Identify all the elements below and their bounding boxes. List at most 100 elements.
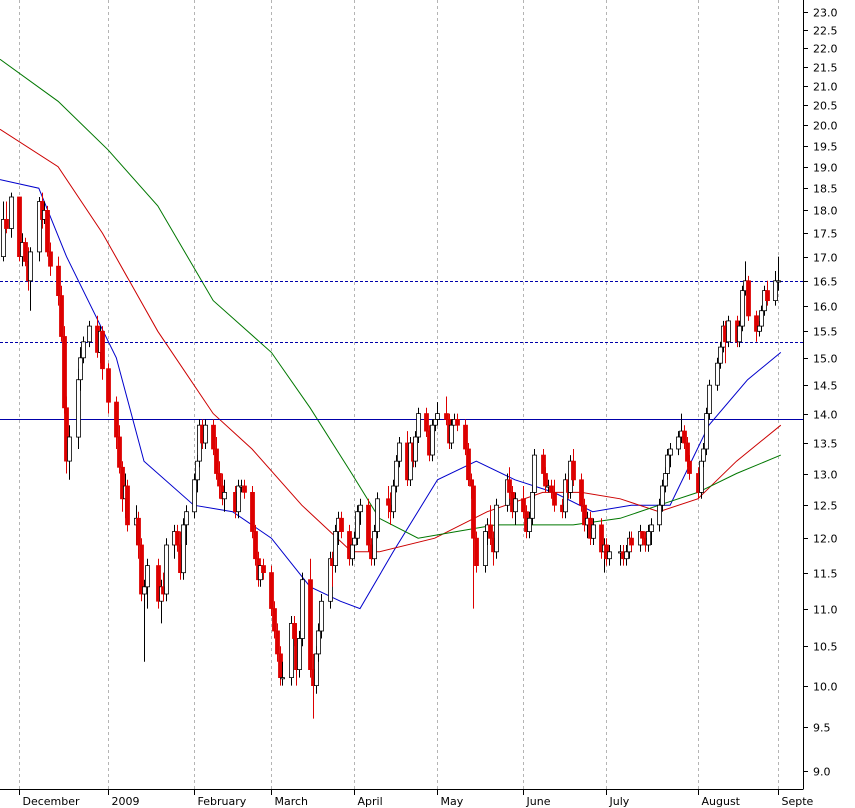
candle-body xyxy=(64,407,69,462)
y-tick-label-7: 19.5 xyxy=(813,141,838,154)
candle-20 xyxy=(81,336,86,364)
x-tick-label-8: August xyxy=(702,795,741,808)
candle-73 xyxy=(300,572,305,647)
candle-body xyxy=(397,442,402,462)
candle-43 xyxy=(181,518,186,580)
candle-body xyxy=(469,479,474,487)
candle-92 xyxy=(375,492,380,539)
candle-body xyxy=(372,531,377,560)
candle-body xyxy=(563,479,568,513)
candle-body xyxy=(765,290,770,302)
candle-182 xyxy=(737,320,742,348)
candle-body xyxy=(687,460,692,474)
candle-body xyxy=(513,498,518,513)
candle-body xyxy=(222,491,227,500)
candle-127 xyxy=(521,486,526,519)
candle-32 xyxy=(136,511,141,559)
candle-body xyxy=(776,280,781,283)
candle-body xyxy=(582,504,587,526)
candle-0 xyxy=(1,201,6,262)
candle-24 xyxy=(100,326,105,380)
candle-body xyxy=(701,448,706,462)
candle-body xyxy=(375,498,380,532)
candle-body xyxy=(195,460,200,481)
candle-body xyxy=(184,511,189,526)
candle-14 xyxy=(59,285,64,342)
candle-body xyxy=(292,623,297,639)
candle-body xyxy=(483,531,488,566)
candle-161 xyxy=(657,498,662,532)
candle-body xyxy=(685,442,690,462)
candle-body xyxy=(76,379,81,438)
x-tick-label-1: 2009 xyxy=(112,795,140,808)
candle-body xyxy=(435,413,440,420)
candle-body xyxy=(117,436,122,468)
candle-159 xyxy=(646,524,651,552)
candle-124 xyxy=(507,467,512,499)
candle-45 xyxy=(192,473,197,519)
y-tick-label-23: 11.5 xyxy=(813,568,838,581)
candle-body xyxy=(624,551,629,560)
candle-174 xyxy=(704,407,709,456)
candle-69 xyxy=(289,616,294,686)
candle-body xyxy=(413,436,418,462)
candle-175 xyxy=(707,379,712,420)
candle-body xyxy=(740,290,745,327)
candle-26 xyxy=(114,396,119,449)
y-tick-label-2: 22.0 xyxy=(813,43,838,56)
candle-body xyxy=(668,448,673,456)
candle-body xyxy=(449,424,454,444)
candle-body xyxy=(37,201,42,253)
candle-body xyxy=(236,485,241,513)
candle-81 xyxy=(333,524,338,573)
candle-body xyxy=(657,504,662,526)
candle-170 xyxy=(687,455,692,480)
candle-body xyxy=(81,341,86,359)
candle-body xyxy=(120,466,125,500)
candle-body xyxy=(139,544,144,595)
candle-173 xyxy=(701,443,706,468)
y-tick-label-26: 10.0 xyxy=(813,681,838,694)
candle-body xyxy=(746,280,751,317)
candle-body xyxy=(145,565,150,588)
candle-body xyxy=(543,473,548,487)
candle-87 xyxy=(355,505,360,545)
y-tick-label-15: 15.5 xyxy=(813,326,838,339)
y-tick-label-0: 23.0 xyxy=(813,7,838,20)
candle-body xyxy=(433,418,438,426)
candle-183 xyxy=(740,285,745,332)
y-tick-label-12: 17.0 xyxy=(813,252,838,265)
candle-body xyxy=(591,524,596,539)
moving-average-0 xyxy=(0,179,782,610)
candle-12 xyxy=(48,242,53,276)
candle-body xyxy=(416,413,421,438)
x-tick-label-2: February xyxy=(198,795,247,808)
x-tick-label-9: Septe xyxy=(782,795,814,808)
candle-162 xyxy=(660,479,665,512)
candle-63 xyxy=(261,558,266,580)
candle-2 xyxy=(9,192,14,238)
candle-186 xyxy=(754,310,759,342)
candle-body xyxy=(552,491,557,506)
candle-body xyxy=(773,280,778,301)
horizontal-reference-lines xyxy=(0,281,803,420)
candle-49 xyxy=(203,419,208,449)
candle-188 xyxy=(759,305,764,332)
candle-body xyxy=(466,448,471,481)
candle-95 xyxy=(391,479,396,519)
candle-body xyxy=(530,491,535,519)
candle-88 xyxy=(358,498,363,525)
candle-body xyxy=(319,600,324,632)
candle-body xyxy=(217,473,222,487)
candle-body xyxy=(718,346,723,364)
candle-7 xyxy=(28,247,33,311)
candle-body xyxy=(17,196,22,257)
candle-191 xyxy=(773,271,778,306)
candle-body xyxy=(59,295,64,337)
candle-body xyxy=(136,517,141,546)
candle-body xyxy=(430,424,435,456)
candle-136 xyxy=(552,479,557,512)
candle-113 xyxy=(463,419,468,456)
candle-body xyxy=(488,524,493,539)
candle-41 xyxy=(175,524,180,552)
